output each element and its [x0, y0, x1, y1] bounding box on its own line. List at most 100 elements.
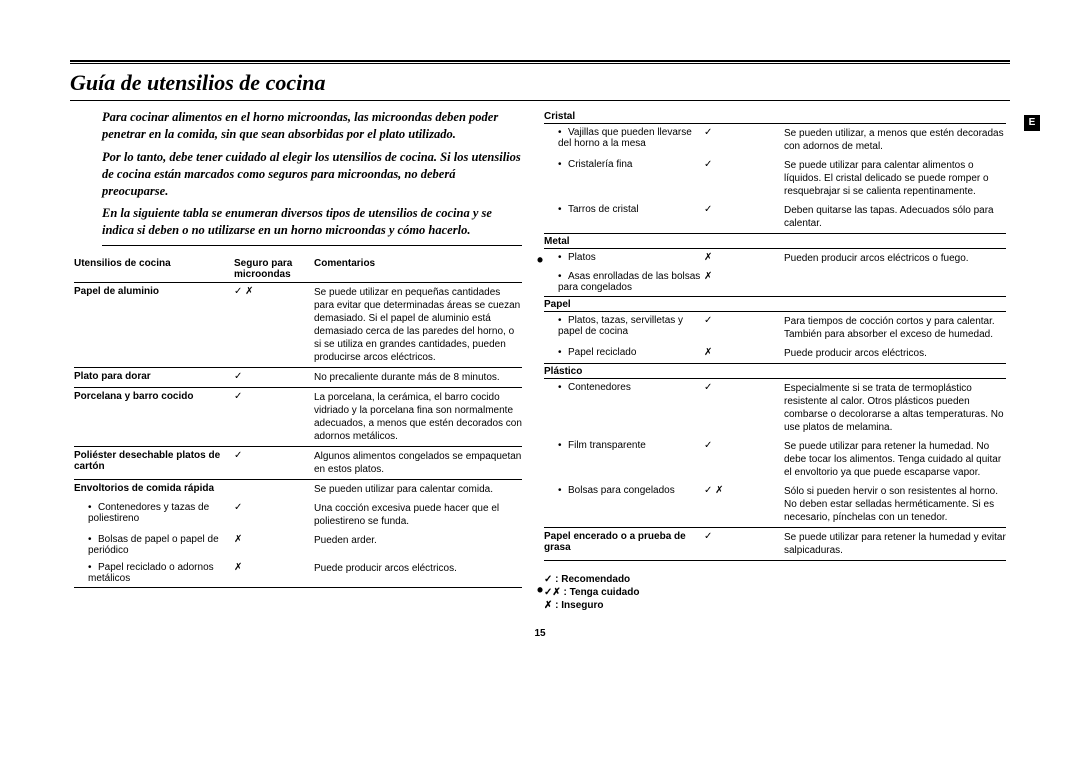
cell-comment: Sólo si pueden hervir o son resistentes …	[784, 485, 1006, 524]
cell-safe: ✗	[704, 252, 784, 265]
cell-comment: Deben quitarse las tapas. Adecuados sólo…	[784, 204, 1006, 230]
legend-careful: ✓✗ : Tenga cuidado	[544, 586, 1006, 599]
cell-comment: No precaliente durante más de 8 minutos.	[314, 371, 522, 384]
side-tab: E	[1024, 115, 1040, 131]
cell-name: Papel de aluminio	[74, 286, 234, 364]
cell-comment	[784, 271, 1006, 293]
intro-p1: Para cocinar alimentos en el horno micro…	[102, 109, 522, 143]
category-header: Plástico	[544, 364, 1006, 379]
cell-name: Bolsas de papel o papel de periódico	[74, 534, 234, 556]
cell-comment: Puede producir arcos eléctricos.	[314, 562, 522, 584]
cell-name: Film transparente	[544, 440, 704, 479]
cell-comment: Especialmente si se trata de termoplásti…	[784, 382, 1006, 434]
category-header: Papel	[544, 297, 1006, 312]
cell-comment: Pueden producir arcos eléctricos o fuego…	[784, 252, 1006, 265]
legend-block: ✓ : Recomendado ✓✗ : Tenga cuidado ✗ : I…	[544, 573, 1006, 612]
table-row: Tarros de cristal ✓ Deben quitarse las t…	[544, 201, 1006, 234]
intro-p2: Por lo tanto, debe tener cuidado al eleg…	[102, 149, 522, 200]
cell-safe: ✓	[704, 531, 784, 557]
cell-comment: Se puede utilizar para retener la humeda…	[784, 440, 1006, 479]
cell-safe: ✓	[704, 315, 784, 341]
table-row: Cristalería fina ✓ Se puede utilizar par…	[544, 156, 1006, 201]
cell-comment: Algunos alimentos congelados se empaquet…	[314, 450, 522, 476]
cell-name: Plato para dorar	[74, 371, 234, 384]
cell-safe: ✓	[704, 440, 784, 479]
cell-name: Poliéster desechable platos de cartón	[74, 450, 234, 476]
cell-name: Cristalería fina	[544, 159, 704, 198]
cell-name: Platos	[544, 252, 704, 265]
cell-name: Tarros de cristal	[544, 204, 704, 230]
cell-comment: Se puede utilizar para calentar alimento…	[784, 159, 1006, 198]
cell-safe: ✓	[234, 450, 314, 476]
table-row: Porcelana y barro cocido ✓ La porcelana,…	[74, 388, 522, 447]
cell-safe: ✗	[234, 562, 314, 584]
cell-safe: ✓ ✗	[704, 485, 784, 524]
th-utensil: Utensilios de cocina	[74, 258, 234, 280]
cell-name: Contenedores	[544, 382, 704, 434]
cell-name: Platos, tazas, servilletas y papel de co…	[544, 315, 704, 341]
right-column: Cristal Vajillas que pueden llevarse del…	[540, 109, 1010, 612]
table-row: Papel de aluminio ✓ ✗ Se puede utilizar …	[74, 283, 522, 368]
table-row: Contenedores y tazas de poliestireno ✓ U…	[74, 499, 522, 531]
cell-name: Asas enrolladas de las bolsas para conge…	[544, 271, 704, 293]
cell-comment: Se pueden utilizar para calentar comida.	[314, 483, 522, 496]
table-row: Papel reciclado o adornos metálicos ✗ Pu…	[74, 559, 522, 588]
table-row: Bolsas de papel o papel de periódico ✗ P…	[74, 531, 522, 559]
cell-safe: ✓	[234, 371, 314, 384]
table-row: Vajillas que pueden llevarse del horno a…	[544, 124, 1006, 156]
title-rule	[70, 100, 1010, 101]
cell-name: Contenedores y tazas de poliestireno	[74, 502, 234, 528]
intro-p3: En la siguiente tabla se enumeran divers…	[102, 205, 522, 239]
page-number: 15	[70, 628, 1010, 639]
cell-comment: Se puede utilizar para retener la humeda…	[784, 531, 1006, 557]
left-column: Para cocinar alimentos en el horno micro…	[70, 109, 540, 612]
cell-safe: ✗	[704, 347, 784, 360]
intro-rule	[102, 245, 522, 246]
cell-safe: ✓ ✗	[234, 286, 314, 364]
table-header: Utensilios de cocina Seguro para microon…	[74, 256, 522, 283]
cell-safe: ✓	[234, 502, 314, 528]
cell-safe: ✓	[234, 391, 314, 443]
cell-comment: La porcelana, la cerámica, el barro coci…	[314, 391, 522, 443]
table-row: Platos ✗ Pueden producir arcos eléctrico…	[544, 249, 1006, 268]
cell-comment: Se pueden utilizar, a menos que estén de…	[784, 127, 1006, 153]
cell-comment: Se puede utilizar en pequeñas cantidades…	[314, 286, 522, 364]
table-row: Plato para dorar ✓ No precaliente durant…	[74, 368, 522, 388]
legend-unsafe: ✗ : Inseguro	[544, 599, 1006, 612]
table-row: Papel reciclado ✗ Puede producir arcos e…	[544, 344, 1006, 364]
decoration-bullet: •	[537, 580, 543, 601]
category-header: Cristal	[544, 109, 1006, 124]
table-row: Platos, tazas, servilletas y papel de co…	[544, 312, 1006, 344]
table-row: Poliéster desechable platos de cartón ✓ …	[74, 447, 522, 480]
cell-safe: ✓	[704, 127, 784, 153]
decoration-bullet: •	[537, 250, 543, 271]
table-row: Asas enrolladas de las bolsas para conge…	[544, 268, 1006, 297]
cell-comment: Pueden arder.	[314, 534, 522, 556]
table-row: Papel encerado o a prueba de grasa ✓ Se …	[544, 528, 1006, 561]
cell-name: Vajillas que pueden llevarse del horno a…	[544, 127, 704, 153]
cell-safe: ✓	[704, 159, 784, 198]
table-row: Film transparente ✓ Se puede utilizar pa…	[544, 437, 1006, 482]
cell-comment: Puede producir arcos eléctricos.	[784, 347, 1006, 360]
cell-name: Papel encerado o a prueba de grasa	[544, 531, 704, 557]
page-title: Guía de utensilios de cocina	[70, 68, 1010, 100]
cell-name: Papel reciclado o adornos metálicos	[74, 562, 234, 584]
th-comment: Comentarios	[314, 258, 522, 280]
cell-name: Envoltorios de comida rápida	[74, 483, 234, 496]
cell-safe: ✓	[704, 204, 784, 230]
category-header: Metal	[544, 234, 1006, 249]
table-row: Bolsas para congelados ✓ ✗ Sólo si puede…	[544, 482, 1006, 528]
intro-block: Para cocinar alimentos en el horno micro…	[74, 109, 522, 246]
cell-safe: ✓	[704, 382, 784, 434]
legend-recommended: ✓ : Recomendado	[544, 573, 1006, 586]
content-columns: Para cocinar alimentos en el horno micro…	[70, 109, 1010, 612]
cell-name: Bolsas para congelados	[544, 485, 704, 524]
table-row: Envoltorios de comida rápida Se pueden u…	[74, 480, 522, 499]
cell-name: Papel reciclado	[544, 347, 704, 360]
cell-comment: Una cocción excesiva puede hacer que el …	[314, 502, 522, 528]
th-safe: Seguro para microondas	[234, 258, 314, 280]
cell-comment: Para tiempos de cocción cortos y para ca…	[784, 315, 1006, 341]
cell-name: Porcelana y barro cocido	[74, 391, 234, 443]
top-rule	[70, 60, 1010, 64]
cell-safe: ✗	[704, 271, 784, 293]
